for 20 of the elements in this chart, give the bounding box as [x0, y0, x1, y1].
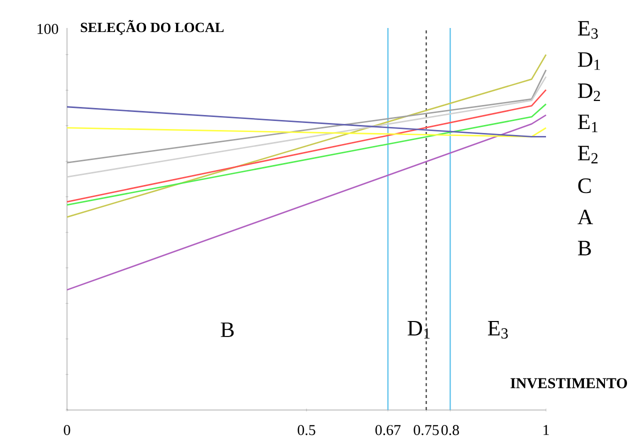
series-label: D$_{2}$ — [578, 84, 600, 101]
text: B — [578, 240, 591, 256]
chart-title: SELEÇÃO DO LOCAL — [80, 20, 224, 35]
annotation: B — [220, 322, 234, 337]
series-label: E$_{1}$ — [578, 114, 598, 132]
text: 100 — [38, 24, 58, 34]
x-tick-label: 0.75 — [414, 425, 439, 436]
x-tick-label: 0.5 — [298, 425, 316, 436]
x-axis-title: INVESTIMENTO — [510, 378, 627, 388]
annotation: D$_{1}$ — [408, 321, 430, 339]
series-label: D$_{1}$ — [578, 52, 600, 70]
x-tick-label: 0.67 — [375, 425, 401, 436]
x-tick-label: 0.8 — [441, 425, 459, 436]
text: A — [578, 210, 594, 224]
text: C — [578, 178, 591, 194]
series-label: E$_{3}$ — [578, 21, 598, 39]
x-tick-label: 1 — [544, 425, 549, 435]
text: E$_{2}$ — [578, 146, 598, 164]
annotation: E$_{3}$ — [488, 320, 508, 339]
x-tick-label: 0 — [64, 425, 70, 436]
